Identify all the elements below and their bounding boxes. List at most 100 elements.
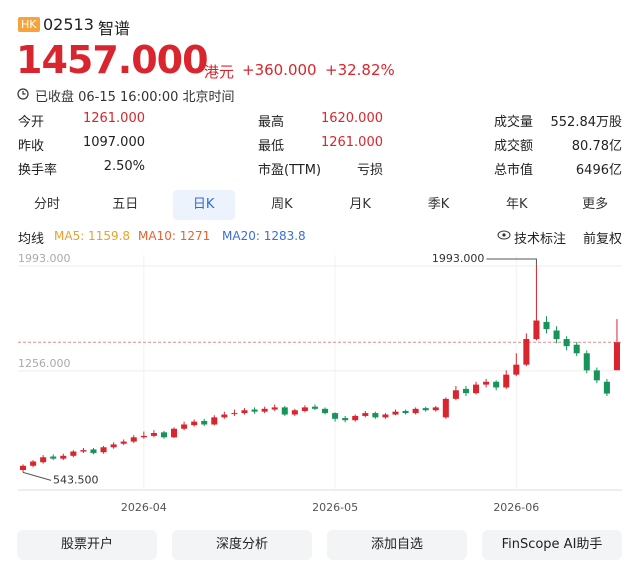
tab[interactable]: 季K <box>427 197 450 212</box>
action-button[interactable]: 深度分析 <box>172 530 312 560</box>
candle-body <box>90 449 97 453</box>
candle-body <box>171 428 178 438</box>
candle-body <box>342 418 349 421</box>
candle-body <box>271 407 278 410</box>
candle-body <box>412 408 419 414</box>
tab[interactable]: 周K <box>271 197 293 212</box>
ma-value: MA5: 1159.8 <box>54 229 131 243</box>
action-button[interactable]: FinScope AI助手 <box>482 530 622 560</box>
candle-body <box>261 408 268 412</box>
x-tick-label: 2026-04 <box>121 501 167 514</box>
ma-label: 均线 <box>18 232 45 247</box>
stock-code: 02513 <box>43 15 94 34</box>
stat-label: 总市值 <box>494 163 534 178</box>
ma-value: MA10: 1271 <box>138 229 211 243</box>
candle-body <box>352 415 359 421</box>
candle-body <box>30 461 37 466</box>
candle-body <box>221 414 228 418</box>
candle-body <box>382 414 389 418</box>
x-tick-label: 2026-06 <box>493 501 539 514</box>
clock-icon <box>17 88 29 100</box>
stat-label: 市盈(TTM) <box>258 163 322 178</box>
kline-chart: 1993.000 1256.000 2026-04 2026-05 2026-06 199… <box>18 252 622 514</box>
candle-body <box>563 339 570 347</box>
candle-body <box>291 410 298 415</box>
candle-body <box>513 364 520 375</box>
stat-value: 1620.000 <box>320 111 383 126</box>
candle-body <box>432 407 439 411</box>
tab[interactable]: 更多 <box>582 197 609 212</box>
candle-body <box>322 408 329 414</box>
stat-label: 今开 <box>18 115 45 130</box>
candle-body <box>372 413 379 418</box>
currency: 港元 <box>204 63 235 81</box>
stat-value: 1097.000 <box>82 135 145 150</box>
tab[interactable]: 分时 <box>33 197 60 212</box>
candle-body <box>452 390 459 399</box>
candle-body <box>543 321 550 330</box>
candle-body <box>362 413 369 416</box>
candle-body <box>493 381 500 388</box>
candle-body <box>60 455 67 459</box>
candle-body <box>181 424 188 429</box>
tab[interactable]: 五日 <box>112 197 139 212</box>
tool[interactable]: 前复权 <box>583 232 623 247</box>
candle-body <box>603 381 610 394</box>
candle-body <box>402 410 409 414</box>
annotation-label: 1993.000 <box>432 252 485 265</box>
candle-body <box>593 370 600 381</box>
stat-value: 80.78亿 <box>571 139 622 154</box>
candle-body <box>50 456 57 459</box>
status: 已收盘 06-15 16:00:00 北京时间 <box>35 90 235 105</box>
tab[interactable]: 年K <box>506 197 528 212</box>
stat-value: 2.50% <box>103 159 145 174</box>
stat-value: 1261.000 <box>82 111 145 126</box>
action-button[interactable]: 股票开户 <box>17 530 157 560</box>
candle-body <box>392 411 399 415</box>
candle-body <box>503 374 510 388</box>
candle-body <box>311 406 318 409</box>
candle-body <box>100 447 107 453</box>
tab[interactable]: 日K <box>172 190 235 220</box>
candle-body <box>523 339 530 365</box>
candle-body <box>573 344 580 354</box>
candle-body <box>301 407 308 411</box>
candle-body <box>150 433 157 436</box>
candle-body <box>231 413 238 415</box>
action-button[interactable]: 添加自选 <box>327 530 467 560</box>
candle-body <box>201 420 208 425</box>
candle-body <box>191 421 198 426</box>
stat-value: 1261.000 <box>320 135 383 150</box>
tool[interactable]: 技术标注 <box>514 232 567 247</box>
candle-body <box>20 465 27 471</box>
eye-icon <box>497 230 511 240</box>
candle-body <box>80 450 87 452</box>
candle-body <box>462 388 469 394</box>
candle-body <box>251 409 258 412</box>
stat-label: 成交额 <box>494 139 534 154</box>
candle-body <box>211 417 218 425</box>
candle-body <box>281 407 288 415</box>
stat-label: 昨收 <box>18 139 45 154</box>
candle-body <box>553 330 560 340</box>
candle-body <box>613 342 620 371</box>
price: 1457.000 <box>16 38 209 82</box>
candle-body <box>40 457 47 463</box>
tab[interactable]: 月K <box>349 197 371 212</box>
ma-value: MA20: 1283.8 <box>222 229 306 243</box>
candle-body <box>120 441 127 444</box>
candle-body <box>422 408 429 411</box>
candle-body <box>70 451 77 456</box>
stat-label: 最高 <box>258 115 285 130</box>
candle-body <box>332 413 339 419</box>
annotation-label: 543.500 <box>53 473 99 486</box>
x-tick-label: 2026-05 <box>312 501 358 514</box>
stat-label: 换手率 <box>18 163 58 178</box>
candle-body <box>110 444 117 448</box>
y-tick-label: 1256.000 <box>18 357 71 370</box>
candle-body <box>483 381 490 385</box>
stat-label: 最低 <box>258 139 285 154</box>
stat-value: 亏损 <box>356 163 383 178</box>
candle-body <box>533 320 540 340</box>
